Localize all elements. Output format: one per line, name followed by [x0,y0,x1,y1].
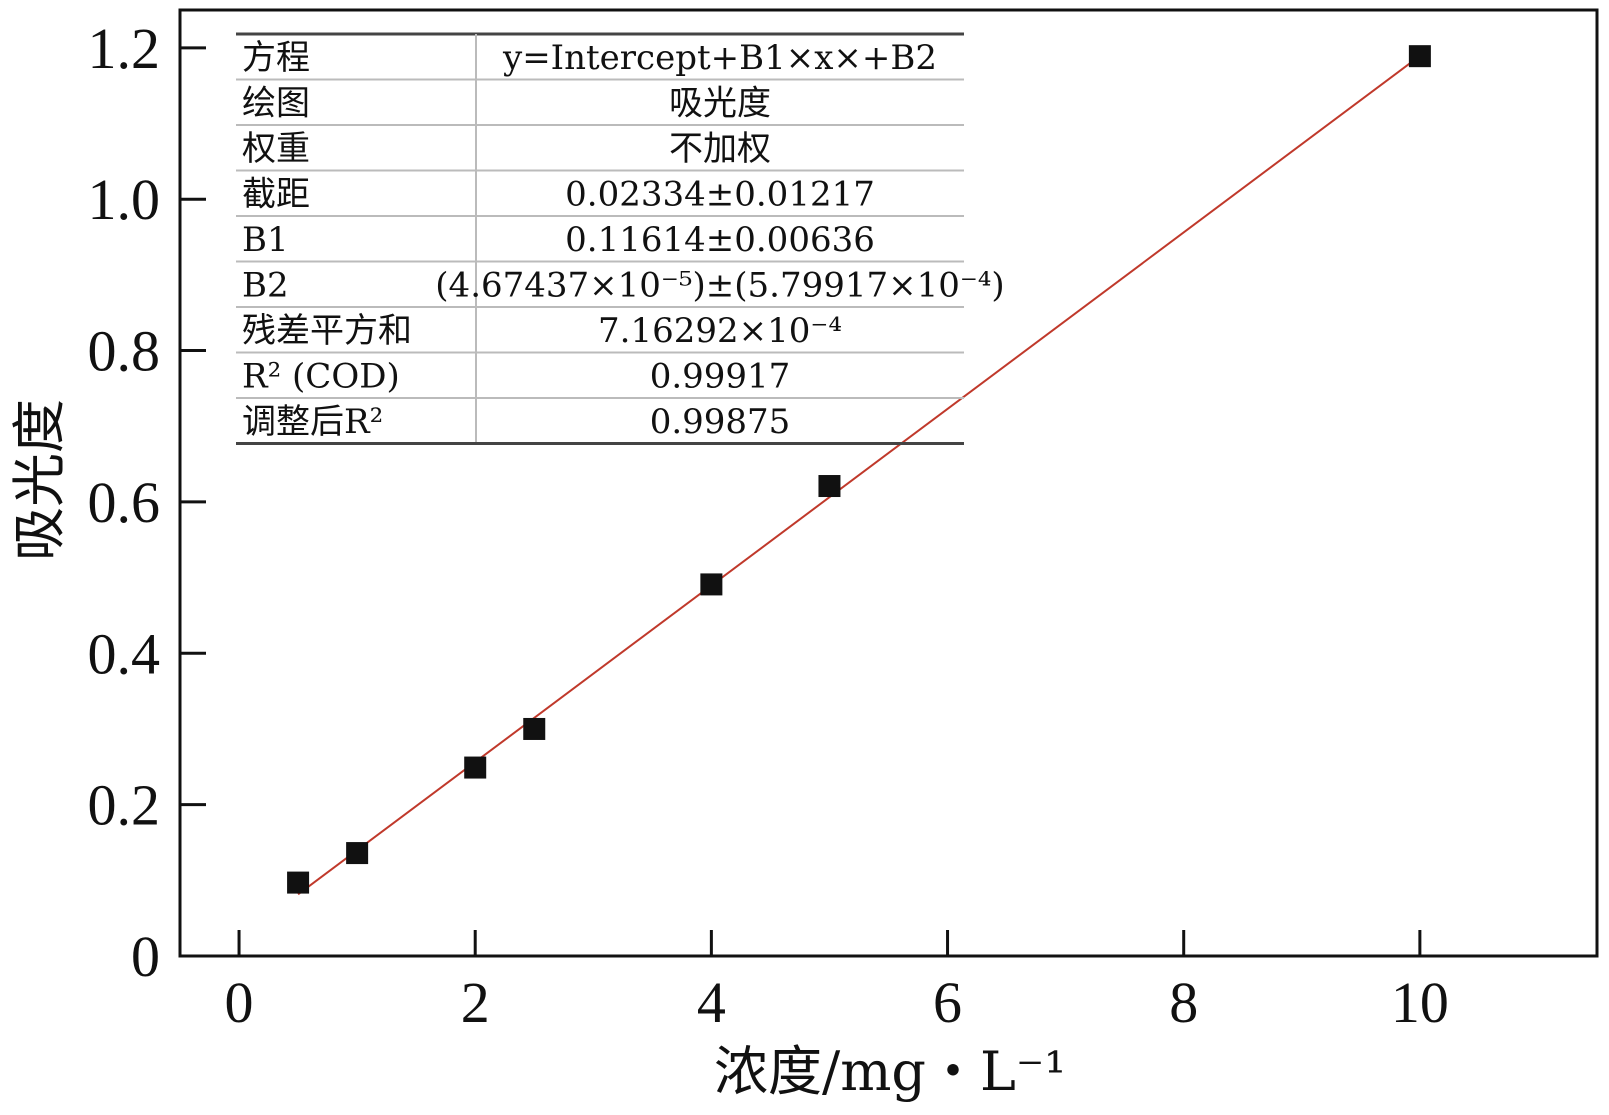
x-tick-label: 0 [225,970,254,1035]
table-row-label: 残差平方和 [242,311,412,351]
table-row-label: 权重 [242,129,310,169]
data-point [818,475,841,498]
x-tick-label: 10 [1391,970,1449,1035]
data-point [346,842,369,865]
data-point [523,717,546,740]
y-axis-title: 吸光度 [8,399,71,561]
data-points [287,45,1431,894]
table-row-value: 0.11614±0.00636 [565,220,875,260]
y-tick-label: 0.6 [88,470,161,535]
data-point [1408,45,1431,68]
table-row-label: B1 [242,220,289,260]
x-tick-label: 4 [697,970,726,1035]
table-row-value: (4.67437×10⁻⁵)±(5.79917×10⁻⁴) [435,266,1004,306]
x-tick-label: 8 [1169,970,1198,1035]
x-tick-label: 6 [933,970,962,1035]
table-row-value: 不加权 [669,129,771,169]
y-axis-ticks: 0 0.2 0.4 0.6 0.8 1.0 1.2 [88,16,206,989]
table-row-value: 吸光度 [669,84,771,124]
table-row-value: 0.02334±0.01217 [565,175,875,215]
table-row-label: 绘图 [242,84,310,124]
table-row-value: y=Intercept+B1×x×+B2 [502,38,937,78]
table-row-value: 0.99875 [650,402,791,442]
y-tick-label: 1.2 [88,16,161,81]
data-point [464,756,487,779]
data-point [700,573,723,596]
y-tick-label: 0 [131,924,160,989]
y-tick-label: 0.8 [88,319,161,384]
table-row-label: R² (COD) [242,357,400,397]
y-tick-label: 1.0 [88,167,161,232]
plot-frame [178,8,1599,958]
data-point [287,871,310,894]
table-row-label: B2 [242,266,289,306]
x-tick-label: 2 [461,970,490,1035]
table-row-label: 方程 [242,38,310,78]
y-tick-label: 0.4 [88,621,161,686]
table-row-label: 调整后R² [242,402,383,442]
table-row-value: 7.16292×10⁻⁴ [598,311,842,351]
table-row-value: 0.99917 [650,357,791,397]
fit-line [297,55,1421,896]
y-tick-label: 0.2 [88,773,161,838]
x-axis-title: 浓度/mg・L⁻¹ [714,1040,1066,1103]
x-axis-ticks: 0 2 4 6 8 10 [225,930,1449,1035]
table-row-label: 截距 [242,175,310,215]
